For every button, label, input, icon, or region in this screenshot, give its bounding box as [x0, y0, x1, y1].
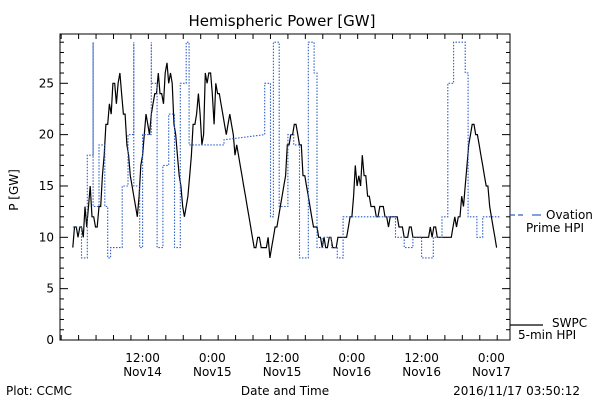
legend: Ovation Prime HPI SWPC 5-min HPI: [510, 208, 593, 342]
x-tick-label-time: 12:00: [265, 351, 300, 365]
x-tick-label-date: Nov16: [402, 365, 441, 379]
legend-swpc-label-1: SWPC: [552, 316, 587, 330]
x-tick-label-time: 12:00: [125, 351, 160, 365]
chart-title: Hemispheric Power [GW]: [189, 12, 376, 30]
x-tick-label-date: Nov15: [263, 365, 302, 379]
footer-timestamp: 2016/11/17 03:50:12: [453, 384, 580, 398]
footer-plot-credit: Plot: CCMC: [6, 384, 72, 398]
plot-frame: [59, 33, 511, 341]
legend-swpc-label-2: 5-min HPI: [518, 328, 576, 342]
series-swpc-line: [72, 62, 498, 258]
y-tick-label: 0: [46, 333, 54, 347]
x-tick-label-time: 12:00: [404, 351, 439, 365]
series-ovation-line: [72, 41, 501, 259]
x-tick-label-date: Nov16: [333, 365, 372, 379]
y-tick-label: 10: [39, 230, 54, 244]
series-layer: [72, 41, 501, 259]
x-axis-label: Date and Time: [241, 384, 329, 398]
x-tick-label-time: 0:00: [338, 351, 365, 365]
x-axis: 12:00Nov140:00Nov1512:00Nov150:00Nov1612…: [60, 34, 511, 379]
y-tick-label: 25: [39, 76, 54, 90]
x-tick-label-time: 0:00: [199, 351, 226, 365]
legend-ovation-label-1: Ovation: [546, 208, 593, 222]
y-axis-label: P [GW]: [7, 169, 21, 211]
x-tick-label-date: Nov17: [472, 365, 511, 379]
legend-ovation-label-2: Prime HPI: [526, 221, 584, 235]
x-tick-label-date: Nov15: [193, 365, 232, 379]
y-tick-label: 15: [39, 179, 54, 193]
x-tick-label-date: Nov14: [123, 365, 162, 379]
y-tick-label: 20: [39, 128, 54, 142]
y-axis: 0 5 10 15 20 25: [39, 41, 510, 347]
x-tick-label-time: 0:00: [478, 351, 505, 365]
y-tick-label: 5: [46, 282, 54, 296]
